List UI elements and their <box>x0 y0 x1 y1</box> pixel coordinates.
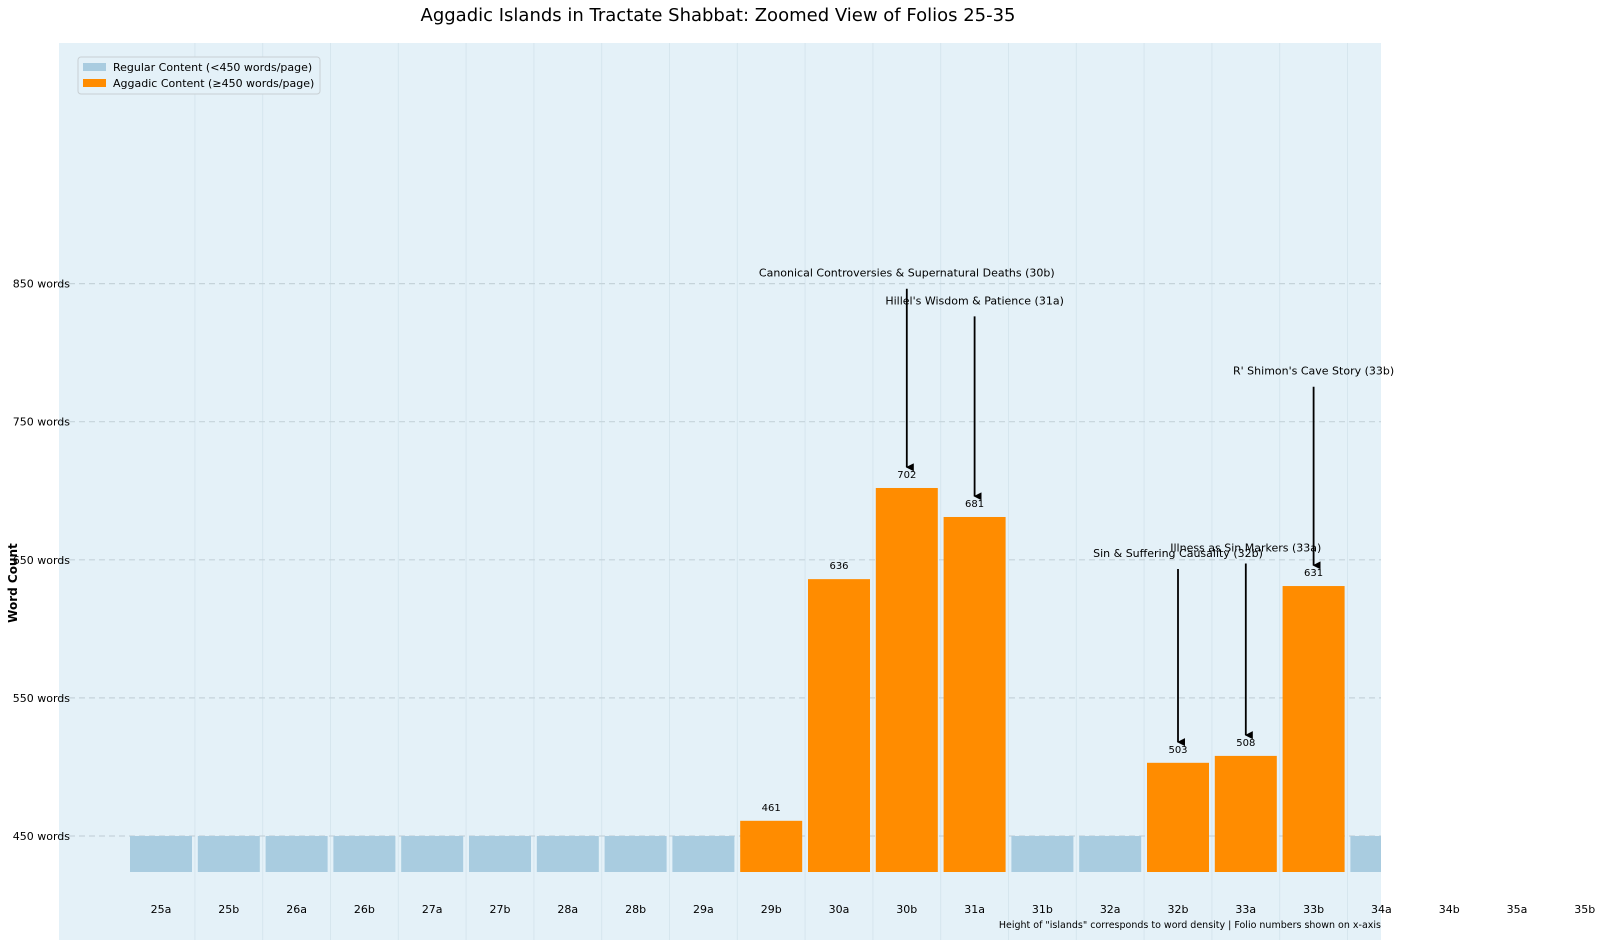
bar-32b <box>1147 762 1209 872</box>
bar-32a <box>1079 836 1142 872</box>
bar-33a <box>1214 755 1277 872</box>
x-tick-label: 25a <box>151 903 172 916</box>
bars <box>130 487 1381 872</box>
value-label-33a: 508 <box>1236 738 1255 749</box>
x-tick-label: 27b <box>490 903 511 916</box>
bar-27a <box>401 836 464 872</box>
bar-29b <box>740 820 803 872</box>
x-tick-label: 33a <box>1235 903 1256 916</box>
x-tick-label: 28a <box>557 903 578 916</box>
annotations: Canonical Controversies & Supernatural D… <box>759 267 1394 747</box>
legend-swatch-aggadic <box>83 79 106 87</box>
x-ticks: 25a 25b 26a 26b 27a 27b 28a 28b 29a 29b 30a 30b 31a 3… <box>151 903 1596 916</box>
footnote: Height of "islands" corresponds to word … <box>999 920 1381 931</box>
x-tick-label: 32a <box>1100 903 1121 916</box>
bar-34a <box>1350 836 1381 872</box>
bar-25a <box>130 836 192 872</box>
x-tick-label: 27a <box>422 903 443 916</box>
x-tick-label: 29b <box>761 903 782 916</box>
annotation-label-30b: Canonical Controversies & Supernatural D… <box>759 267 1055 280</box>
x-tick-label: 32b <box>1168 903 1189 916</box>
bar-28a <box>536 836 599 872</box>
value-label-31a: 681 <box>965 499 984 510</box>
annotation-label-33b: R' Shimon's Cave Story (33b) <box>1233 365 1394 378</box>
x-tick-label: 30a <box>829 903 850 916</box>
x-tick-label: 33b <box>1303 903 1324 916</box>
y-tick-label: 450 words <box>13 830 71 843</box>
x-tick-label: 34b <box>1439 903 1460 916</box>
bar-26a <box>265 836 328 872</box>
bar-30b <box>875 487 938 872</box>
legend-swatch-regular <box>83 63 106 71</box>
bar-27b <box>469 836 531 872</box>
annotation-label-33a: Illness as Sin Markers (33a) <box>1170 542 1321 555</box>
bar-31a <box>943 516 1006 872</box>
x-tick-label: 34a <box>1371 903 1392 916</box>
value-label-33b: 631 <box>1304 568 1323 579</box>
value-label-30a: 636 <box>829 561 848 572</box>
x-tick-label: 29a <box>693 903 714 916</box>
x-tick-label: 28b <box>625 903 646 916</box>
legend-label-aggadic: Aggadic Content (≥450 words/page) <box>113 77 314 90</box>
value-label-32b: 503 <box>1168 745 1187 756</box>
bar-30a <box>808 579 870 872</box>
x-tick-label: 31a <box>964 903 985 916</box>
value-label-30b: 702 <box>897 470 916 481</box>
x-tick-label: 26a <box>286 903 307 916</box>
x-grid <box>194 43 1348 940</box>
x-tick-label: 31b <box>1032 903 1053 916</box>
legend: Regular Content (<450 words/page) Aggadi… <box>77 56 321 95</box>
x-tick-label: 26b <box>354 903 375 916</box>
bar-29a <box>672 836 735 872</box>
bar-25b <box>197 836 260 872</box>
legend-label-regular: Regular Content (<450 words/page) <box>113 61 312 74</box>
x-tick-label: 35a <box>1507 903 1528 916</box>
value-labels: 461 636 702 681 503 508 631 <box>762 470 1323 814</box>
y-tick-label: 550 words <box>13 692 71 705</box>
bar-33b <box>1282 586 1345 872</box>
chart-title: Aggadic Islands in Tractate Shabbat: Zoo… <box>421 5 1016 26</box>
bar-26b <box>333 836 396 872</box>
y-axis-label: Word Count <box>6 543 20 623</box>
legend-box <box>77 56 321 95</box>
x-tick-label: 30b <box>896 903 917 916</box>
x-tick-label: 35b <box>1574 903 1595 916</box>
y-tick-label: 850 words <box>13 278 71 291</box>
annotation-label-31a: Hillel's Wisdom & Patience (31a) <box>885 294 1064 307</box>
value-label-29b: 461 <box>762 803 781 814</box>
y-ticks: 450 words 550 words 650 words 750 words 850 … <box>13 278 71 843</box>
y-tick-label: 650 words <box>13 554 71 567</box>
y-tick-label: 750 words <box>13 416 71 429</box>
bar-31b <box>1011 836 1074 872</box>
bar-28b <box>604 836 667 872</box>
x-tick-label: 25b <box>218 903 239 916</box>
annotation-label-32b: Sin & Suffering Causality (32b) <box>1093 547 1263 560</box>
